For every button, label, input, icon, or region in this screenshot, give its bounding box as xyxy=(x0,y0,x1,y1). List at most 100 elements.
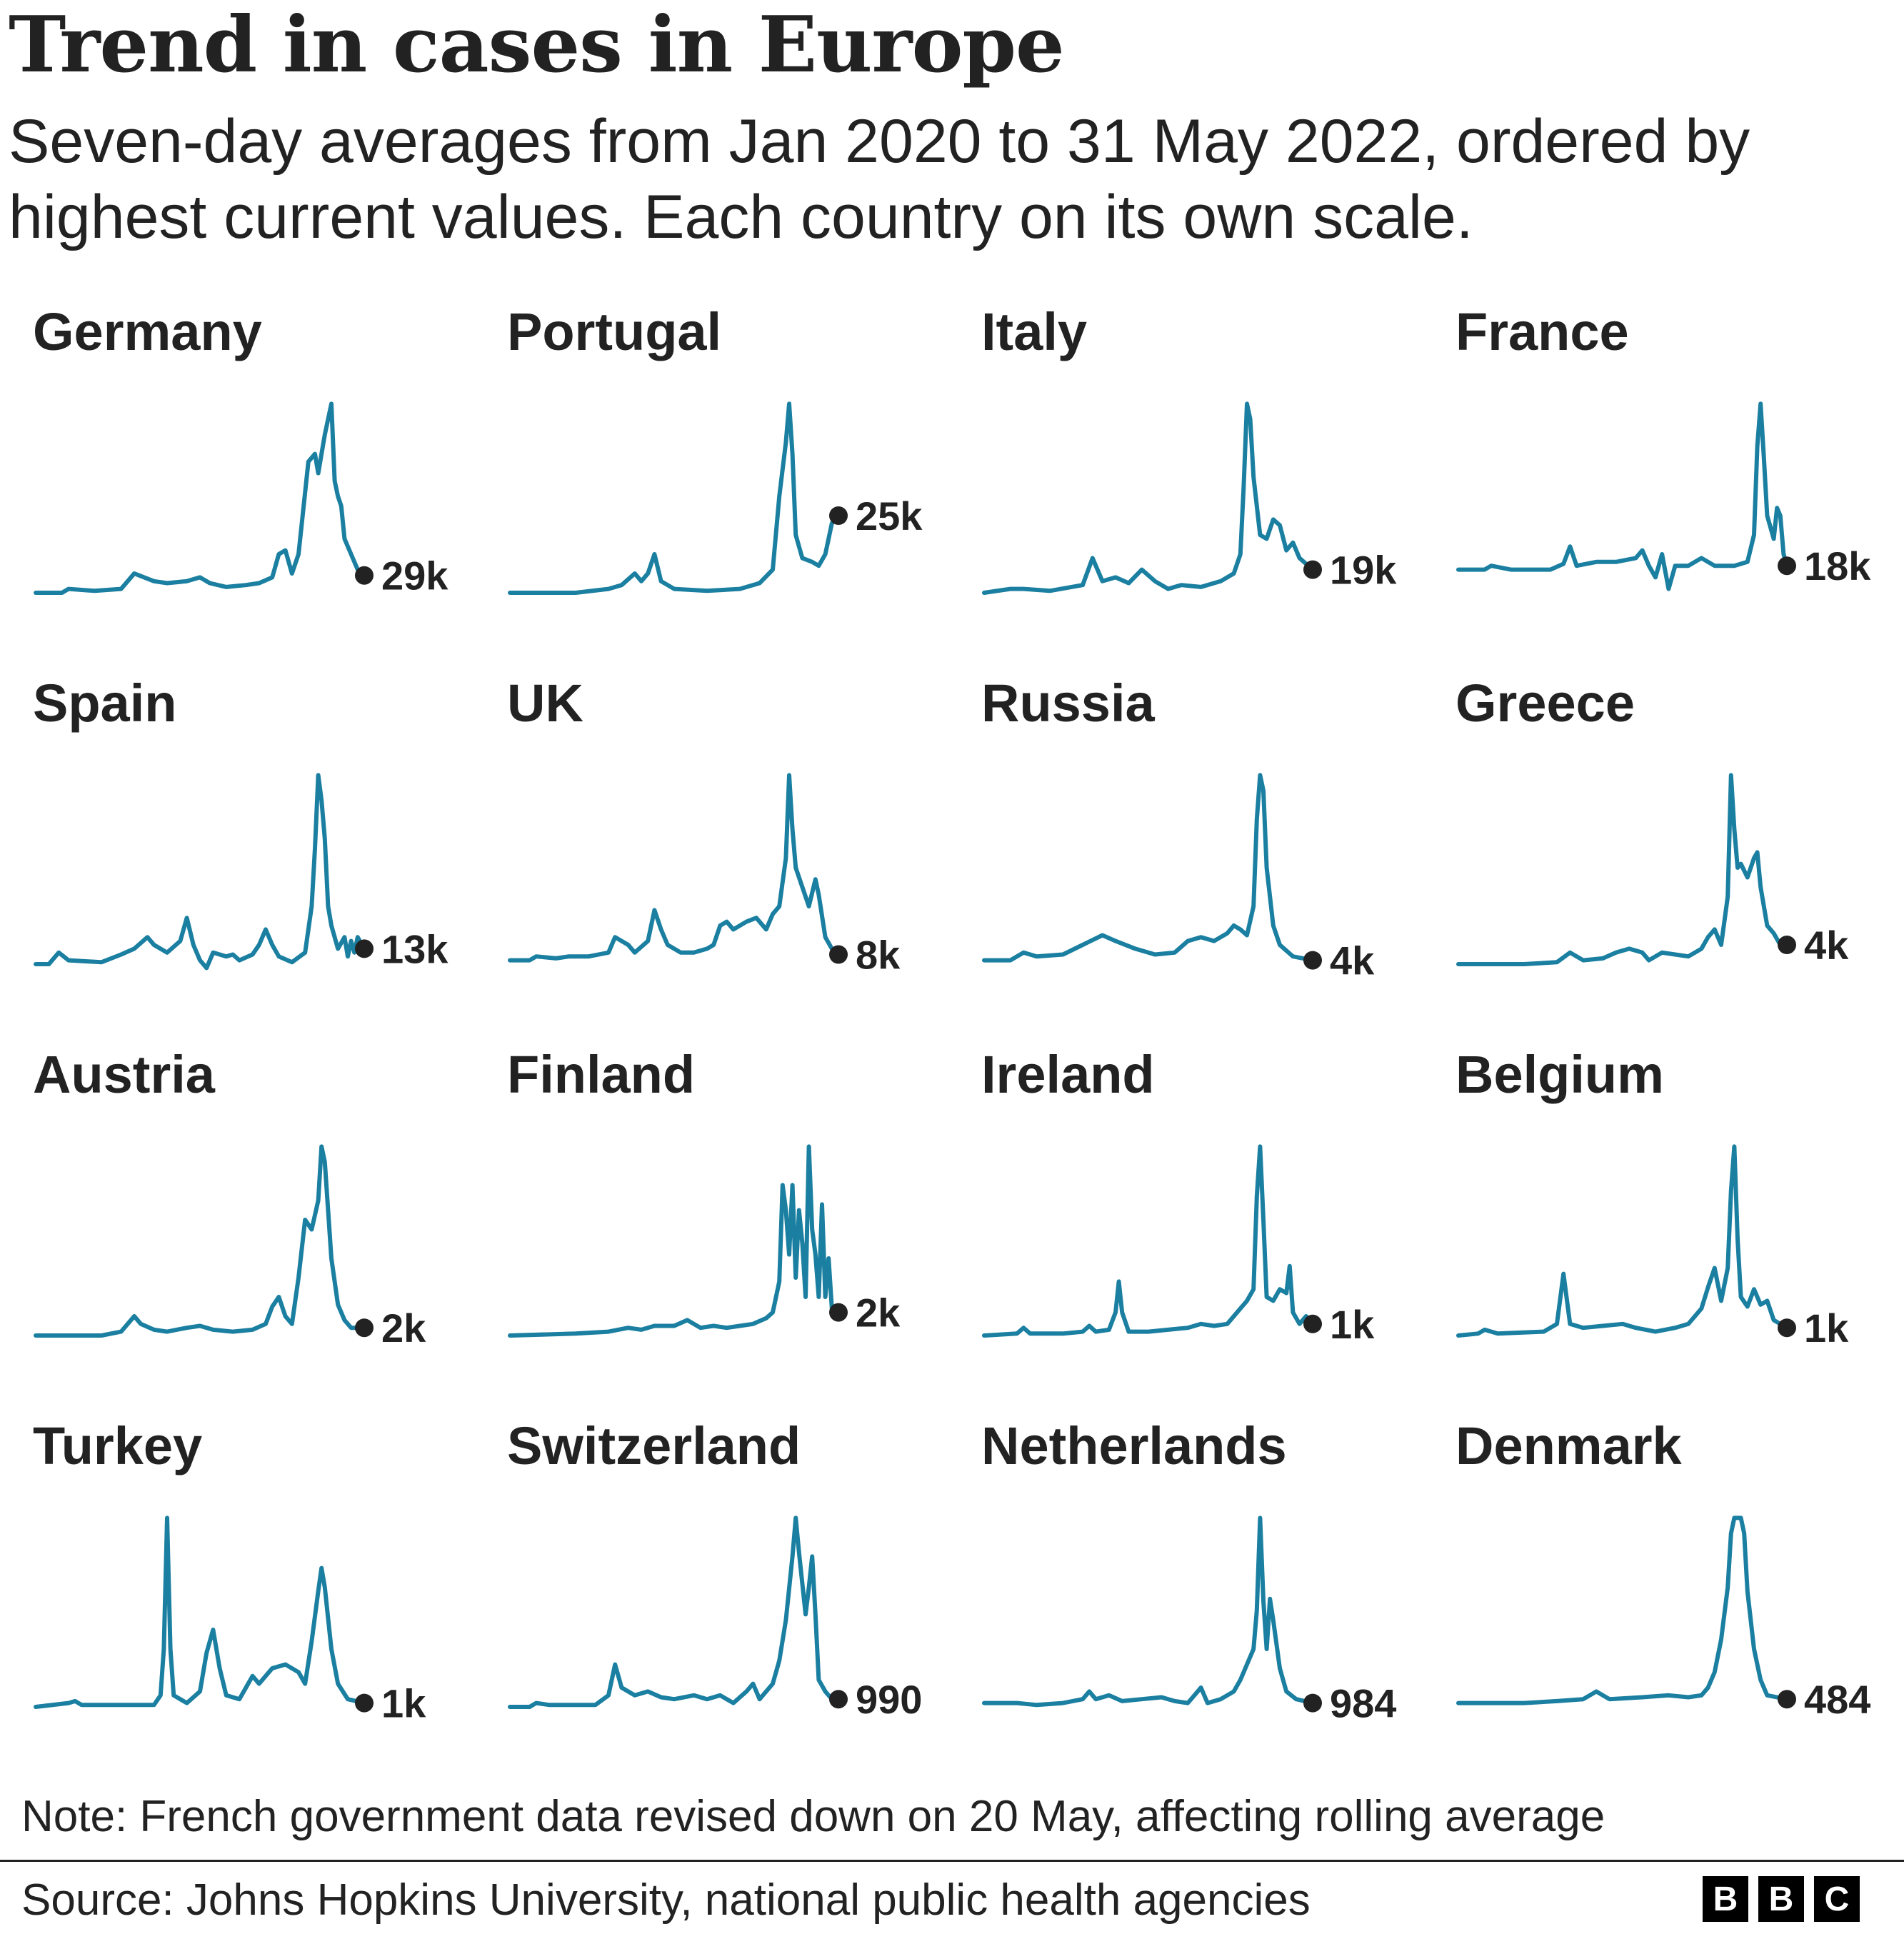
sparkline-belgium: 1k xyxy=(1456,1144,1849,1351)
sparkline-austria: 2k xyxy=(34,1144,426,1351)
panel-title: Greece xyxy=(1455,673,1635,733)
trend-line xyxy=(982,1515,1315,1708)
trend-line xyxy=(1456,401,1789,591)
trend-line xyxy=(34,1144,366,1338)
sparkline-ireland: 1k xyxy=(982,1144,1375,1347)
current-value-dot xyxy=(355,939,374,958)
logo-letter-1: B xyxy=(1703,1876,1748,1922)
current-value-dot xyxy=(1303,1314,1322,1333)
trend-line xyxy=(1456,773,1789,966)
trend-line xyxy=(982,401,1315,595)
current-value-label: 484 xyxy=(1804,1677,1870,1722)
current-value-label: 18k xyxy=(1804,543,1871,588)
panel-italy: Italy 19k xyxy=(948,286,1423,657)
current-value-label: 4k xyxy=(1804,923,1849,968)
current-value-dot xyxy=(355,1693,374,1713)
panel-title: Switzerland xyxy=(507,1416,801,1475)
sparkline-netherlands: 984 xyxy=(982,1515,1396,1726)
current-value-label: 13k xyxy=(381,926,449,971)
current-value-label: 19k xyxy=(1330,548,1397,593)
current-value-dot xyxy=(355,566,374,585)
panel-title: Finland xyxy=(507,1045,696,1104)
panel-title: Italy xyxy=(981,302,1088,361)
trend-line xyxy=(508,401,841,595)
sparkline-france: 18k xyxy=(1456,401,1871,591)
current-value-dot xyxy=(829,945,848,964)
sparkline-denmark: 484 xyxy=(1456,1515,1870,1722)
panel-title: Denmark xyxy=(1455,1416,1682,1475)
current-value-dot xyxy=(1778,1318,1796,1338)
trend-line xyxy=(508,1144,841,1338)
small-multiples-grid: Germany 29k Portugal 25k Italy 19k France 18k Sp… xyxy=(0,286,1904,1757)
sparkline-turkey: 1k xyxy=(34,1515,426,1726)
trend-line xyxy=(34,1515,366,1709)
panel-title: France xyxy=(1455,302,1629,361)
current-value-dot xyxy=(1303,1693,1322,1713)
panel-belgium: Belgium 1k xyxy=(1423,1028,1897,1400)
panel-portugal: Portugal 25k xyxy=(474,286,948,657)
panel-title: Ireland xyxy=(981,1045,1155,1104)
footer-divider xyxy=(0,1860,1904,1862)
current-value-dot xyxy=(1778,936,1796,954)
sparkline-russia: 4k xyxy=(982,773,1375,983)
current-value-label: 2k xyxy=(381,1306,426,1351)
current-value-label: 990 xyxy=(856,1677,922,1722)
panel-title: Austria xyxy=(33,1045,215,1104)
current-value-dot xyxy=(829,1303,848,1322)
panel-russia: Russia 4k xyxy=(948,657,1423,1028)
current-value-label: 25k xyxy=(856,493,923,538)
panel-title: Portugal xyxy=(507,302,722,361)
trend-line xyxy=(1456,1144,1789,1338)
trend-line xyxy=(982,1144,1315,1338)
current-value-label: 1k xyxy=(1330,1302,1375,1347)
current-value-dot xyxy=(1303,951,1322,970)
sparkline-spain: 13k xyxy=(34,773,449,971)
current-value-label: 984 xyxy=(1330,1681,1396,1726)
sparkline-finland: 2k xyxy=(508,1144,901,1338)
sparkline-switzerland: 990 xyxy=(508,1515,922,1722)
panel-title: Spain xyxy=(33,673,177,733)
current-value-dot xyxy=(1303,560,1322,579)
current-value-dot xyxy=(1778,1690,1796,1709)
current-value-dot xyxy=(355,1318,374,1338)
panel-germany: Germany 29k xyxy=(0,286,474,657)
panel-ireland: Ireland 1k xyxy=(948,1028,1423,1400)
panel-austria: Austria 2k xyxy=(0,1028,474,1400)
sparkline-uk: 8k xyxy=(508,773,901,978)
current-value-label: 1k xyxy=(381,1681,426,1726)
sparkline-greece: 4k xyxy=(1456,773,1849,968)
current-value-dot xyxy=(829,1690,848,1709)
current-value-label: 1k xyxy=(1804,1306,1849,1351)
panel-title: Russia xyxy=(981,673,1155,733)
panel-switzerland: Switzerland 990 xyxy=(474,1400,948,1771)
source-text: Source: Johns Hopkins University, nation… xyxy=(21,1875,1311,1925)
current-value-dot xyxy=(829,506,848,525)
panel-greece: Greece 4k xyxy=(1423,657,1897,1028)
panel-title: Germany xyxy=(33,302,262,361)
panel-spain: Spain 13k xyxy=(0,657,474,1028)
current-value-label: 29k xyxy=(381,553,449,598)
sparkline-germany: 29k xyxy=(34,401,449,598)
trend-line xyxy=(508,773,841,963)
trend-line xyxy=(982,773,1315,963)
panel-netherlands: Netherlands 984 xyxy=(948,1400,1423,1771)
panel-denmark: Denmark 484 xyxy=(1423,1400,1897,1771)
logo-letter-3: C xyxy=(1814,1876,1860,1922)
panel-title: Turkey xyxy=(33,1416,203,1475)
panel-turkey: Turkey 1k xyxy=(0,1400,474,1771)
trend-line xyxy=(34,401,366,595)
chart-title: Trend in cases in Europe xyxy=(9,0,1065,90)
panel-title: UK xyxy=(507,673,583,733)
panel-uk: UK 8k xyxy=(474,657,948,1028)
current-value-label: 2k xyxy=(856,1291,901,1336)
trend-line xyxy=(1456,1515,1789,1705)
sparkline-portugal: 25k xyxy=(508,401,923,595)
panel-title: Belgium xyxy=(1455,1045,1664,1104)
current-value-label: 8k xyxy=(856,933,901,978)
bbc-logo: B B C xyxy=(1703,1876,1860,1922)
current-value-label: 4k xyxy=(1330,938,1375,983)
trend-line xyxy=(34,773,366,971)
panel-title: Netherlands xyxy=(981,1416,1287,1475)
trend-line xyxy=(508,1515,841,1709)
logo-letter-2: B xyxy=(1758,1876,1804,1922)
